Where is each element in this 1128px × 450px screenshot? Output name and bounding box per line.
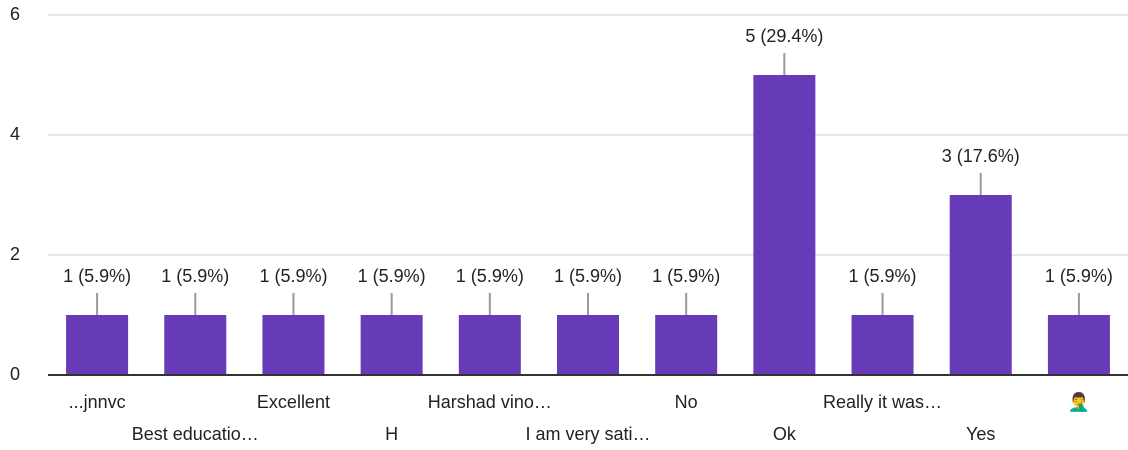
value-label: 1 (5.9%)	[554, 266, 622, 286]
bar	[949, 195, 1012, 375]
y-tick-label: 2	[10, 244, 20, 264]
value-label: 1 (5.9%)	[63, 266, 131, 286]
x-tick-label: 🤦‍♂️	[1068, 391, 1090, 412]
value-label: 1 (5.9%)	[259, 266, 327, 286]
x-tick-label: Really it was…	[823, 392, 942, 412]
x-tick-label: I am very sati…	[525, 424, 650, 444]
bar	[66, 315, 129, 375]
value-label: 1 (5.9%)	[456, 266, 524, 286]
value-label: 1 (5.9%)	[1045, 266, 1113, 286]
x-tick-label: H	[385, 424, 398, 444]
bar	[262, 315, 325, 375]
bar	[851, 315, 914, 375]
bar	[753, 75, 816, 375]
x-tick-label: ...jnnvc	[69, 392, 126, 412]
bar	[164, 315, 227, 375]
x-tick-label: Excellent	[257, 392, 330, 412]
x-tick-label: Best educatio…	[132, 424, 259, 444]
x-tick-label: Harshad vino…	[428, 392, 552, 412]
value-label: 1 (5.9%)	[652, 266, 720, 286]
value-label: 1 (5.9%)	[358, 266, 426, 286]
y-tick-label: 6	[10, 4, 20, 24]
y-tick-label: 0	[10, 364, 20, 384]
bar	[458, 315, 521, 375]
value-label: 3 (17.6%)	[942, 146, 1020, 166]
value-label: 1 (5.9%)	[849, 266, 917, 286]
x-tick-label: Yes	[966, 424, 995, 444]
x-tick-label: Ok	[773, 424, 797, 444]
y-tick-label: 4	[10, 124, 20, 144]
bar	[360, 315, 423, 375]
bar	[557, 315, 619, 375]
bar	[1047, 315, 1110, 375]
x-tick-label: No	[675, 392, 698, 412]
value-label: 5 (29.4%)	[745, 26, 823, 46]
value-label: 1 (5.9%)	[161, 266, 229, 286]
bar	[655, 315, 718, 375]
